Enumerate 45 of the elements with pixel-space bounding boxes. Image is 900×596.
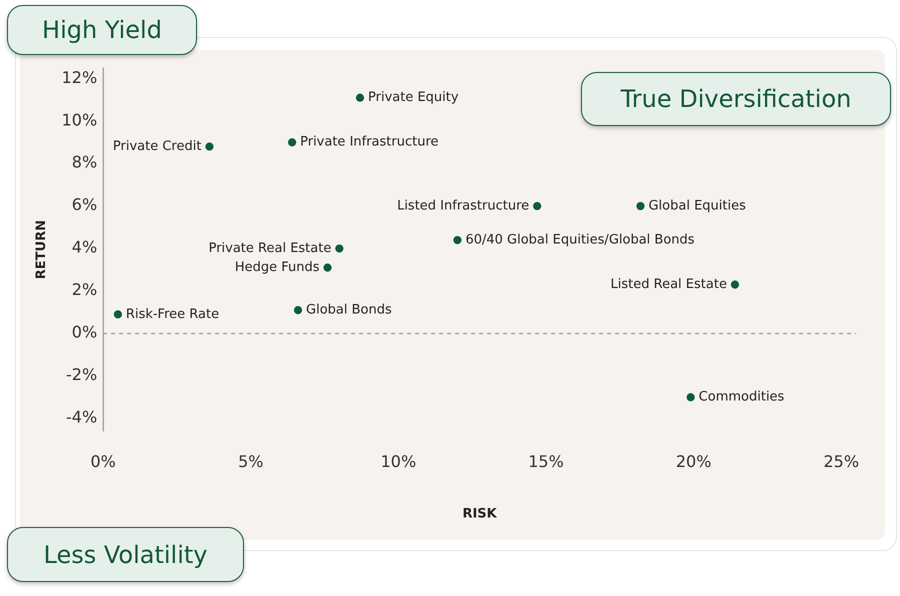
text-badge: High Yield: [7, 5, 197, 55]
series-label: Global Bonds: [306, 302, 392, 318]
point: [205, 142, 214, 151]
series-label: Private Infrastructure: [300, 134, 439, 150]
x-tick-label: 25%: [823, 452, 860, 471]
x-tick-label: 10%: [380, 452, 416, 471]
series-label: Listed Infrastructure: [397, 198, 530, 214]
point: [335, 244, 344, 253]
point: [730, 280, 740, 289]
series-label: Commodities: [698, 390, 785, 405]
y-tick-label: 4%: [72, 238, 98, 257]
point: [636, 202, 645, 210]
y-tick-label: 2%: [72, 280, 98, 300]
series-label: Private Credit: [112, 138, 202, 154]
y-tick-label: 12%: [62, 68, 98, 87]
y-tick-label: 0%: [72, 322, 98, 342]
series-label: Listed Real Estate: [610, 277, 727, 292]
x-tick-label: 0%: [90, 452, 116, 471]
annotation: True Diversification: [620, 85, 852, 113]
point: [453, 236, 462, 244]
text-badge: Less Volatility: [7, 527, 244, 582]
y-axis-title: RETURN: [34, 220, 50, 280]
series-label: Hedge Funds: [234, 260, 320, 276]
y-tick-label: 8%: [72, 152, 98, 172]
series-label: 60/40 Global Equities/Global Bonds: [465, 232, 695, 248]
point: [288, 138, 296, 146]
x-tick-label: 20%: [676, 452, 712, 471]
series-label: Risk-Free Rate: [126, 306, 220, 322]
series-label: Global Equities: [648, 198, 746, 214]
x-tick-label: 15%: [528, 452, 564, 471]
point: [686, 393, 695, 402]
text-badge: True Diversification: [581, 72, 891, 126]
x-tick-label: 5%: [238, 452, 264, 471]
y-tick-label: -2%: [66, 365, 98, 384]
y-tick-label: 6%: [72, 195, 98, 214]
series-label: Private Equity: [368, 90, 459, 106]
x-axis-title: RISK: [462, 506, 498, 522]
series-label: Private Real Estate: [208, 240, 332, 256]
point: [294, 306, 302, 314]
y-tick-label: -4%: [66, 408, 98, 427]
point: [114, 310, 122, 318]
point: [533, 202, 542, 210]
point: [323, 264, 332, 272]
point: [356, 94, 364, 102]
y-tick-label: 10%: [62, 110, 98, 130]
